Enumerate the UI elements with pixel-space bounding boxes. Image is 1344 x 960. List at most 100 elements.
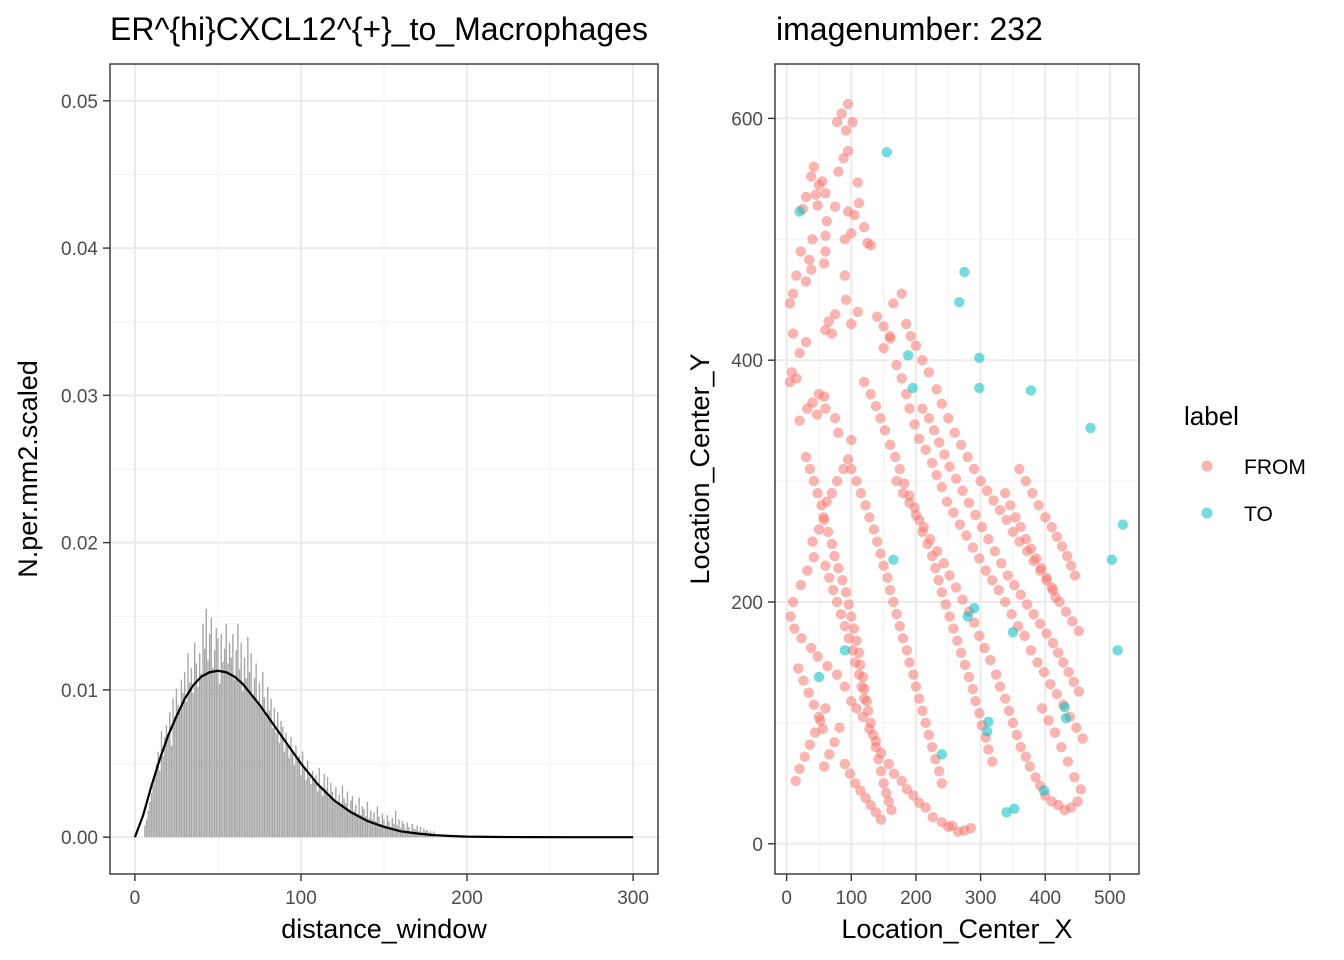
scatter-point-from (934, 766, 945, 777)
scatter-point-from (878, 778, 889, 789)
histogram-bar (230, 657, 232, 838)
scatter-point-from (833, 427, 844, 438)
histogram-bar (370, 810, 372, 838)
histogram-bar (341, 785, 344, 838)
histogram-bar (164, 737, 166, 838)
histogram-bar (169, 712, 171, 838)
scatter-point-from (948, 507, 959, 518)
scatter-point-from (913, 693, 925, 704)
scatter-point-from (855, 785, 866, 796)
scatter-point-from (994, 681, 1006, 692)
scatter-point-from (883, 758, 894, 770)
histogram-bar (356, 813, 359, 838)
scatter-point-to (959, 266, 970, 278)
scatter-point-from (896, 775, 907, 787)
scatter-point-from (840, 294, 852, 305)
histogram-bar (237, 623, 239, 838)
scatter-point-from (952, 635, 963, 646)
histogram-bar (290, 737, 292, 838)
scatter-point-from (791, 373, 802, 384)
histogram-bar (308, 776, 310, 838)
scatter-point-from (794, 763, 805, 775)
histogram-bar (325, 788, 327, 838)
scatter-point-from (860, 500, 871, 511)
histogram-x-axis-label: distance_window (281, 914, 487, 944)
histogram-bar (248, 672, 251, 838)
scatter-point-from (820, 246, 831, 257)
scatter-point-from (1024, 761, 1035, 772)
scatter-point-from (826, 487, 838, 499)
scatter-point-from (920, 717, 931, 729)
scatter-point-from (875, 814, 887, 825)
scatter-point-from (804, 739, 816, 750)
scatter-point-to (1007, 627, 1019, 638)
scatter-point-from (923, 413, 935, 424)
scatter-point-from (1052, 647, 1064, 658)
scatter-point-from (957, 485, 968, 496)
scatter-point-from (839, 681, 851, 692)
scatter-point-from (1002, 570, 1013, 581)
scatter-point-from (875, 766, 887, 777)
scatter-point-from (957, 594, 968, 605)
scatter-point-from (944, 611, 955, 622)
histogram-bar (250, 653, 252, 838)
scatter-point-from (949, 427, 960, 438)
scatter-point-from (926, 741, 938, 753)
histogram-bar (378, 816, 380, 838)
scatter-point-from (820, 560, 831, 571)
scatter-point-from (1046, 582, 1057, 593)
scatter-point-from (1027, 487, 1038, 499)
histogram-bar (353, 810, 355, 838)
scatter-panel-border (774, 63, 1140, 875)
scatter-point-from (873, 753, 884, 765)
scatter-x-tick-label: 200 (900, 888, 932, 909)
scatter-point-from (813, 524, 825, 535)
scatter-point-from (852, 177, 863, 188)
histogram-bar (175, 688, 178, 838)
scatter-point-from (1069, 570, 1081, 581)
scatter-point-from (1032, 657, 1043, 668)
scatter-point-from (865, 799, 876, 811)
histogram-bar (350, 800, 352, 838)
scatter-point-from (979, 642, 990, 654)
scatter-point-from (1007, 717, 1019, 729)
legend-label-to: TO (1244, 503, 1273, 526)
histogram-bar (150, 793, 153, 838)
histogram-bar (340, 806, 342, 838)
histogram-bar (373, 812, 375, 838)
scatter-point-from (820, 188, 831, 199)
histogram-bar (263, 697, 266, 838)
scatter-point-from (842, 98, 854, 110)
scatter-point-from (837, 575, 848, 586)
scatter-point-from (1051, 688, 1063, 700)
scatter-point-from (852, 306, 863, 318)
scatter-point-to (1112, 645, 1123, 656)
scatter-point-from (795, 579, 807, 591)
scatter-point-from (834, 722, 845, 733)
histogram-bar (384, 825, 387, 838)
histogram-bar (313, 781, 315, 838)
scatter-point-from (917, 705, 928, 716)
scatter-point-from (938, 558, 949, 569)
scatter-point-from (956, 647, 967, 658)
scatter-point-from (1049, 727, 1061, 738)
scatter-point-from (989, 546, 1001, 557)
scatter-point-from (959, 659, 971, 671)
scatter-point-from (831, 669, 843, 680)
scatter-point-from (807, 536, 818, 547)
scatter-point-from (823, 316, 834, 327)
scatter-point-from (789, 623, 800, 634)
scatter-x-tick-label: 0 (781, 888, 792, 909)
scatter-point-from (917, 354, 928, 366)
scatter-point-from (899, 478, 910, 489)
scatter-point-from (1021, 599, 1033, 610)
scatter-point-from (818, 391, 830, 402)
scatter-point-from (860, 792, 871, 804)
scatter-point-from (820, 403, 831, 414)
scatter-point-from (785, 611, 796, 622)
scatter-point-to (968, 602, 980, 614)
scatter-point-to (907, 382, 918, 394)
scatter-point-from (927, 811, 938, 823)
scatter-point-to (1025, 385, 1037, 396)
